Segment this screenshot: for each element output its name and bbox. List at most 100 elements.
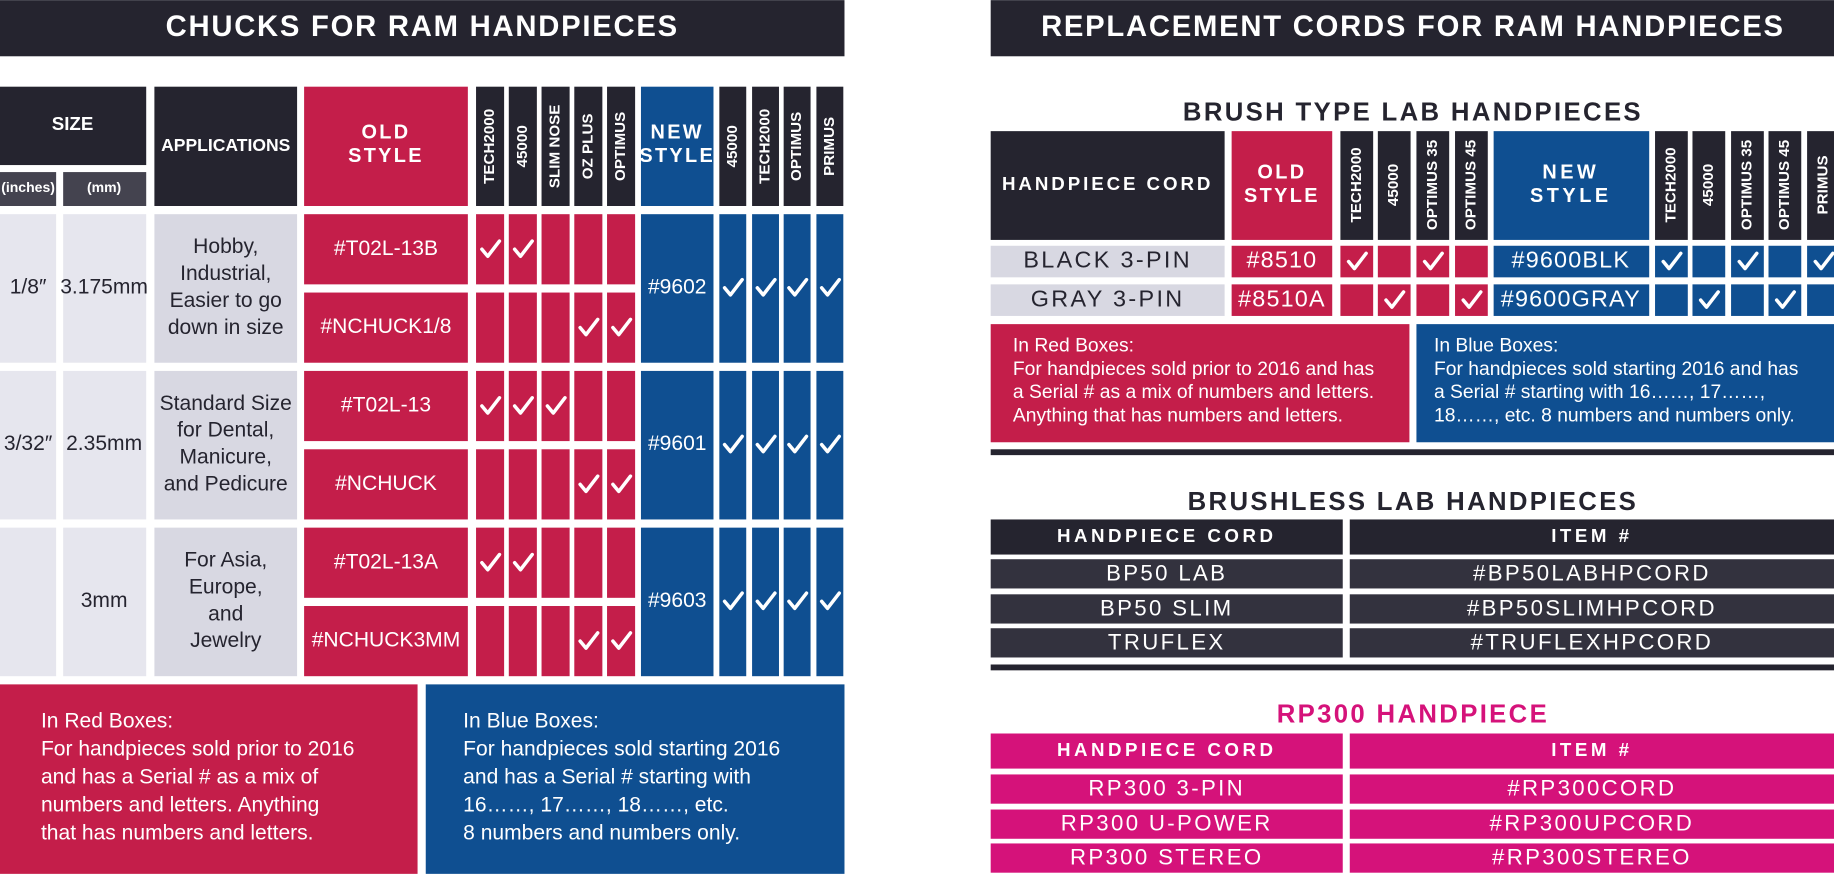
cell (541, 449, 570, 520)
cell (541, 606, 570, 677)
label: TECH2000 (481, 109, 498, 184)
note-text: a Serial # starting with 16……, 17……, (1434, 382, 1765, 403)
label: #8510A (1238, 285, 1326, 311)
cell (990, 284, 1225, 316)
label: 45000 (514, 125, 531, 167)
label: TECH2000 (757, 109, 774, 184)
label: OPTIMUS (788, 112, 805, 181)
label: TECH2000 (1662, 147, 1679, 222)
label: #T02L-13 (341, 394, 431, 417)
label: Hobby, (193, 235, 258, 258)
cell (1416, 245, 1450, 278)
note-text: 8 numbers and numbers only. (463, 822, 740, 845)
label: Easier to go (170, 289, 282, 312)
cell (1493, 245, 1650, 278)
check-mark (787, 434, 809, 454)
label: OPTIMUS 45 (1776, 139, 1793, 230)
cell (1455, 245, 1488, 278)
header-cell (63, 172, 147, 206)
header-cell (0, 172, 57, 206)
cell (1655, 284, 1688, 316)
check-mark (787, 277, 809, 297)
check-mark (512, 396, 534, 415)
title-bar (990, 0, 1834, 57)
label: ITEM # (1551, 739, 1632, 760)
cell (0, 370, 57, 520)
label: 3.175mm (60, 275, 148, 298)
label: 45000 (724, 125, 741, 167)
label: Manicure, (180, 446, 272, 469)
label: APPLICATIONS (161, 135, 291, 155)
label: and Pedicure (164, 473, 288, 496)
header-cell (1455, 131, 1488, 240)
label: 1/8″ (10, 275, 47, 298)
cell (1349, 559, 1834, 589)
cell (63, 527, 147, 677)
label: HANDPIECE CORD (1057, 525, 1277, 546)
note-text: For handpieces sold prior to 2016 (41, 737, 355, 760)
cell (640, 214, 714, 363)
cell (508, 606, 537, 677)
label: 3/32″ (4, 432, 53, 455)
note-text: For handpieces sold starting 2016 (463, 737, 780, 760)
check-mark (755, 434, 777, 454)
header-cell (476, 86, 505, 206)
label: (inches) (1, 179, 55, 195)
header-cell (1416, 131, 1450, 240)
cell (1416, 284, 1450, 316)
label: 2.35mm (66, 432, 142, 455)
header-cell (1377, 131, 1411, 240)
note-text: and has a Serial # starting with (463, 766, 751, 789)
label: #RP300UPCORD (1490, 811, 1695, 836)
cell (1349, 843, 1834, 873)
cell (1455, 284, 1488, 316)
label: HANDPIECE CORD (1057, 739, 1277, 760)
label: (mm) (87, 179, 121, 195)
cell (990, 774, 1343, 804)
label: #9600BLK (1512, 247, 1631, 273)
header-cell (1340, 131, 1374, 240)
cell (1349, 628, 1834, 658)
cell (1493, 284, 1650, 316)
check-mark (1461, 290, 1483, 309)
label: Jewelry (190, 629, 262, 652)
cell (1377, 245, 1411, 278)
check-mark (512, 239, 534, 259)
label: OPTIMUS 45 (1462, 139, 1479, 230)
header-cell (1807, 131, 1834, 240)
cell (304, 449, 468, 520)
header-cell (1231, 131, 1333, 240)
cell (1692, 245, 1726, 278)
label: OLD (1257, 161, 1306, 183)
check-mark (512, 552, 534, 572)
label: 45000 (1385, 164, 1402, 206)
header-cell (541, 86, 570, 206)
note-heading: In Blue Boxes: (463, 709, 599, 732)
label: STYLE (1244, 185, 1320, 207)
label: #TRUFLEXHPCORD (1471, 629, 1714, 654)
check-mark (722, 434, 744, 454)
check-mark (1346, 251, 1368, 271)
label: RP300 STEREO (1070, 845, 1264, 870)
cell (1655, 245, 1688, 278)
cell (607, 370, 636, 442)
check-mark (819, 434, 841, 454)
cell (990, 628, 1343, 658)
note-heading: In Red Boxes: (1013, 335, 1134, 356)
title-bar (0, 0, 845, 57)
cell (1768, 284, 1802, 316)
label: #T02L-13B (334, 237, 438, 260)
cell (640, 527, 714, 677)
label: PRIMUS (821, 117, 838, 176)
cell (0, 214, 57, 363)
note-heading: In Red Boxes: (41, 709, 173, 732)
cell (541, 292, 570, 363)
label: #BP50LABHPCORD (1473, 560, 1711, 585)
cell (1731, 245, 1764, 278)
check-mark (787, 591, 809, 611)
cell (1349, 774, 1834, 804)
section-title: BRUSH TYPE LAB HANDPIECES (1183, 98, 1643, 126)
note-text: 18……, etc. 8 numbers and numbers only. (1434, 406, 1795, 427)
label: BLACK 3-PIN (1023, 247, 1192, 273)
cell (640, 370, 714, 520)
